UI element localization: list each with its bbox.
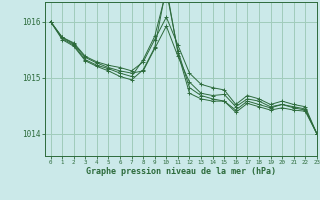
X-axis label: Graphe pression niveau de la mer (hPa): Graphe pression niveau de la mer (hPa) <box>86 167 276 176</box>
